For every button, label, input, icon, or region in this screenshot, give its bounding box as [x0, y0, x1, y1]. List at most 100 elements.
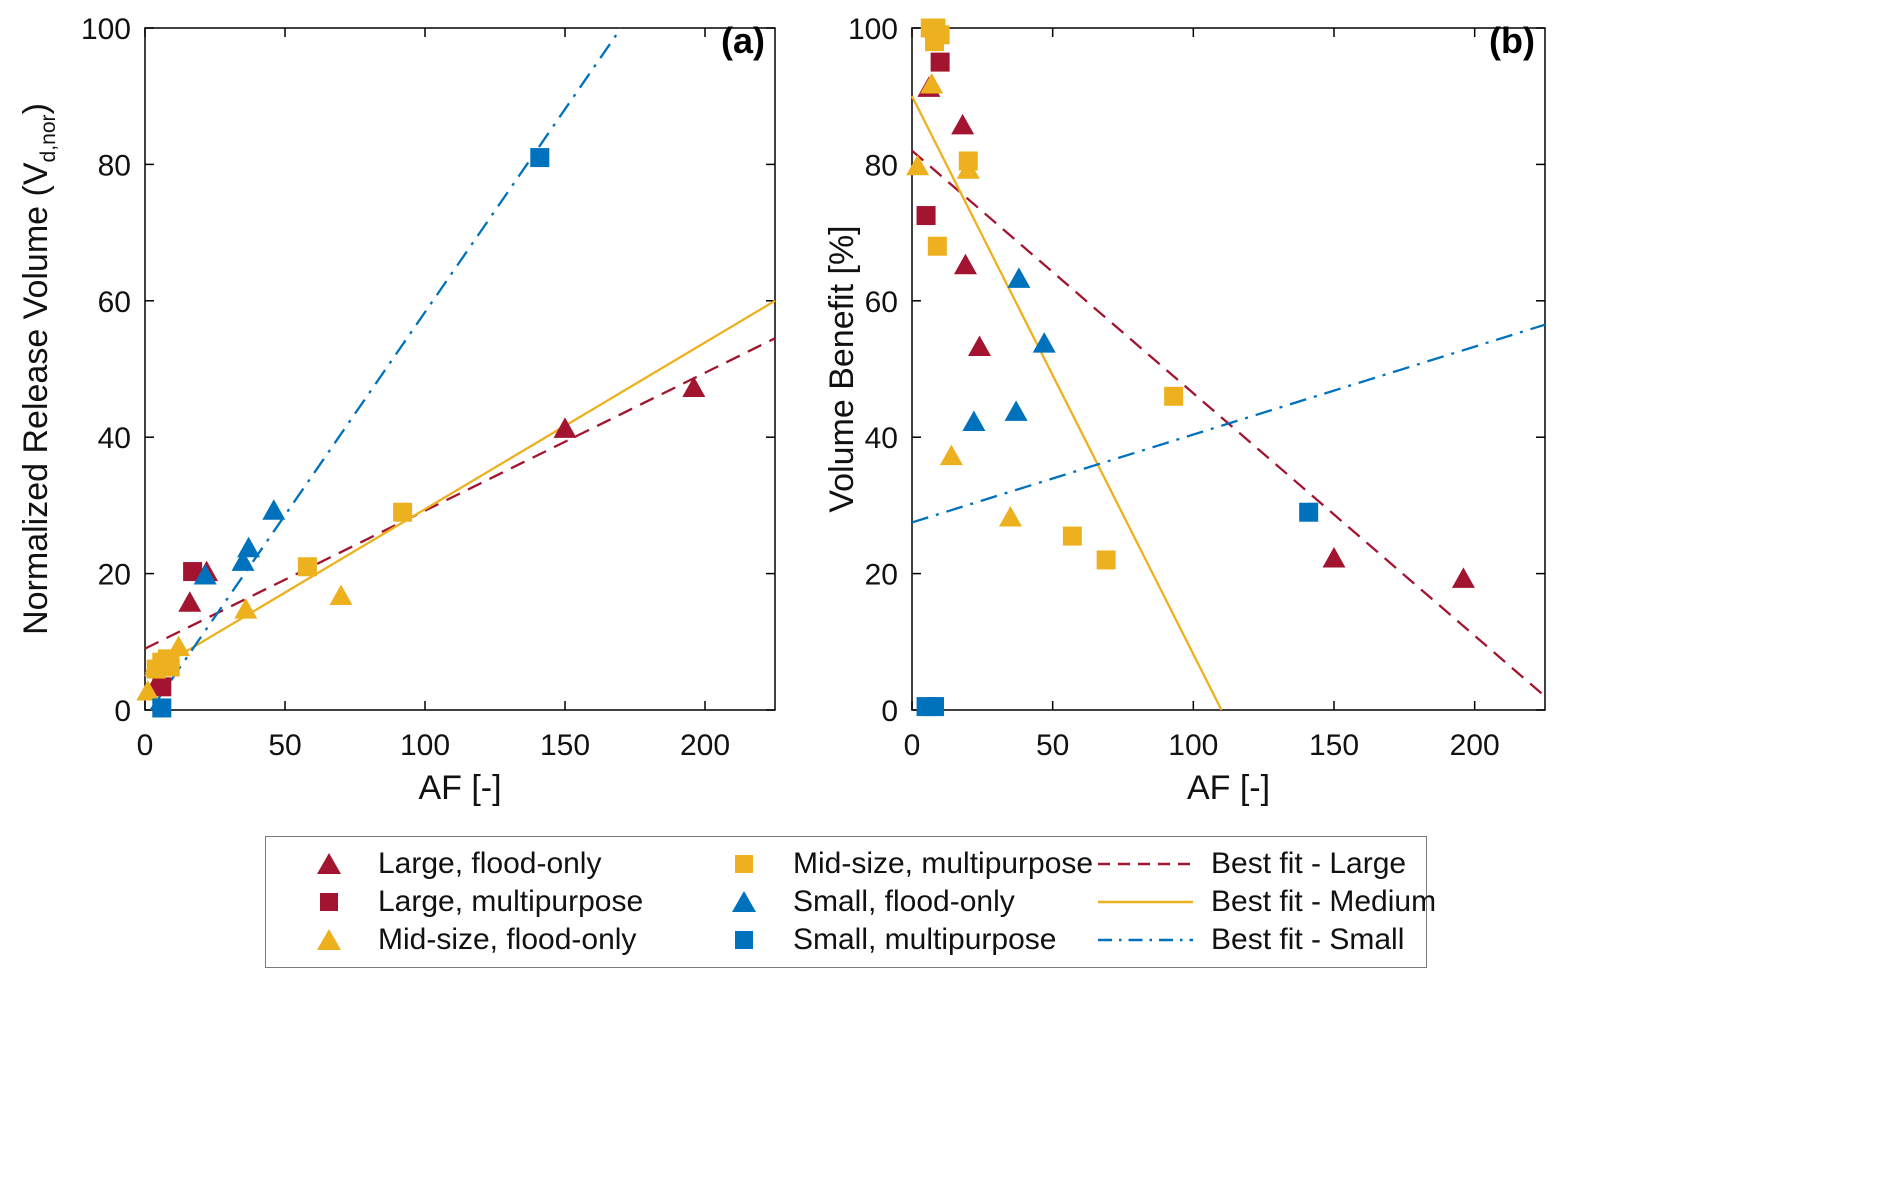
- data-point: [152, 698, 172, 718]
- data-point: [193, 564, 217, 585]
- data-point: [530, 148, 550, 168]
- data-point: [1299, 502, 1319, 522]
- legend-label: Small, multipurpose: [793, 923, 1057, 956]
- best-fit-line: [144, 299, 776, 677]
- x-axis-label-b: AF [-]: [1186, 769, 1271, 807]
- data-point: [1164, 386, 1184, 406]
- triangle-marker-icon: [713, 890, 775, 914]
- data-point: [178, 591, 202, 612]
- axes-box: [911, 27, 1546, 711]
- data-point: [160, 657, 180, 677]
- x-tick-label: 200: [680, 729, 730, 762]
- data-point: [1322, 546, 1346, 568]
- data-point: [1451, 567, 1475, 588]
- data-point: [927, 236, 947, 256]
- dashdot-line-icon: [1098, 936, 1193, 944]
- data-point: [930, 52, 950, 72]
- legend-item-small-flood-only: Small, flood-only: [713, 885, 1098, 919]
- solid-line-icon: [1098, 898, 1193, 906]
- data-point: [329, 584, 353, 605]
- best-fit-line: [149, 27, 622, 711]
- triangle-marker-icon: [298, 852, 360, 876]
- legend-item-small-multipurpose: Small, multipurpose: [713, 923, 1098, 957]
- legend-item-best-fit-large: Best fit - Large: [1098, 847, 1436, 881]
- data-point: [958, 151, 978, 171]
- legend-label: Large, flood-only: [378, 847, 602, 880]
- y-tick-label: 0: [114, 695, 131, 728]
- y-axis-label-a: Normalized Release Volume (Vd,nor): [14, 19, 60, 719]
- panel-b-plot: 0 50 100 150 200 0 20 40 60 80 100: [848, 13, 1546, 762]
- legend-item-large-flood-only: Large, flood-only: [298, 847, 713, 881]
- legend-item-large-multipurpose: Large, multipurpose: [298, 885, 713, 919]
- y-tick-label: 60: [865, 286, 898, 319]
- best-fit-line: [910, 95, 1223, 711]
- best-fit-line: [144, 337, 776, 650]
- x-tick-label: 0: [904, 729, 921, 762]
- x-axis-label-a: AF [-]: [418, 769, 502, 807]
- y-tick-label: 40: [98, 422, 131, 455]
- x-tick-label: 100: [1168, 729, 1218, 762]
- legend-item-midsize-flood-only: Mid-size, flood-only: [298, 923, 713, 957]
- data-point: [234, 598, 258, 619]
- data-point: [297, 557, 317, 577]
- legend-item-best-fit-small: Best fit - Small: [1098, 923, 1436, 957]
- y-tick-label: 100: [81, 13, 131, 46]
- data-point: [1032, 332, 1056, 353]
- data-point: [953, 253, 977, 275]
- square-marker-icon: [713, 930, 775, 950]
- x-tick-label: 50: [268, 729, 301, 762]
- data-point: [1007, 267, 1031, 288]
- data-point: [1062, 526, 1082, 546]
- x-tick-label: 0: [137, 729, 154, 762]
- y-tick-label: 40: [865, 422, 898, 455]
- panel-label-b: (b): [1489, 20, 1535, 61]
- data-point: [231, 550, 255, 571]
- panel-a-plot: 0 50 100 150 200 0 20 40 60 80 100: [81, 13, 776, 762]
- y-axis-label-b: Volume Benefit [%]: [823, 225, 861, 513]
- data-point: [916, 206, 936, 226]
- data-point: [1004, 400, 1028, 421]
- square-marker-icon: [713, 854, 775, 874]
- legend-label: Best fit - Medium: [1211, 885, 1437, 918]
- y-axis-label-a-close: ): [17, 103, 55, 115]
- y-axis-label-a-text: Normalized Release Volume (V: [17, 162, 55, 635]
- data-point: [393, 502, 413, 522]
- axes-box: [144, 27, 776, 711]
- y-tick-label: 20: [98, 559, 131, 592]
- x-tick-label: 100: [400, 729, 450, 762]
- data-point: [553, 417, 577, 438]
- legend: Large, flood-only Large, multipurpose Mi…: [265, 836, 1436, 968]
- x-tick-label: 200: [1450, 729, 1500, 762]
- legend-item-midsize-multipurpose: Mid-size, multipurpose: [713, 847, 1098, 881]
- data-point: [998, 506, 1022, 527]
- data-point: [183, 562, 203, 582]
- data-point: [262, 499, 286, 520]
- data-point: [951, 113, 975, 135]
- x-tick-label: 50: [1036, 729, 1069, 762]
- legend-label: Mid-size, multipurpose: [793, 847, 1094, 880]
- data-point: [939, 444, 963, 466]
- triangle-marker-icon: [298, 928, 360, 952]
- legend-item-best-fit-medium: Best fit - Medium: [1098, 885, 1436, 919]
- y-tick-label: 80: [98, 149, 131, 182]
- y-tick-label: 100: [848, 13, 898, 46]
- legend-label: Best fit - Small: [1211, 923, 1405, 956]
- data-point: [152, 677, 172, 697]
- y-tick-label: 60: [98, 286, 131, 319]
- y-tick-label: 0: [881, 695, 898, 728]
- data-point: [920, 72, 944, 94]
- scatter-plots-canvas: 0 50 100 150 200 0 20 40 60 80 100 0 50 100 150 200 0 20 4…: [81, 13, 1546, 762]
- data-point: [962, 410, 986, 432]
- data-point: [682, 376, 706, 397]
- data-point: [237, 536, 261, 558]
- data-point: [925, 32, 945, 52]
- data-point: [968, 335, 992, 357]
- panel-label-a: (a): [721, 20, 765, 61]
- x-tick-label: 150: [540, 729, 590, 762]
- legend-label: Small, flood-only: [793, 885, 1015, 918]
- dashed-line-icon: [1098, 860, 1193, 868]
- y-tick-label: 20: [865, 559, 898, 592]
- legend-label: Large, multipurpose: [378, 885, 644, 918]
- square-marker-icon: [298, 892, 360, 912]
- data-point: [136, 679, 160, 701]
